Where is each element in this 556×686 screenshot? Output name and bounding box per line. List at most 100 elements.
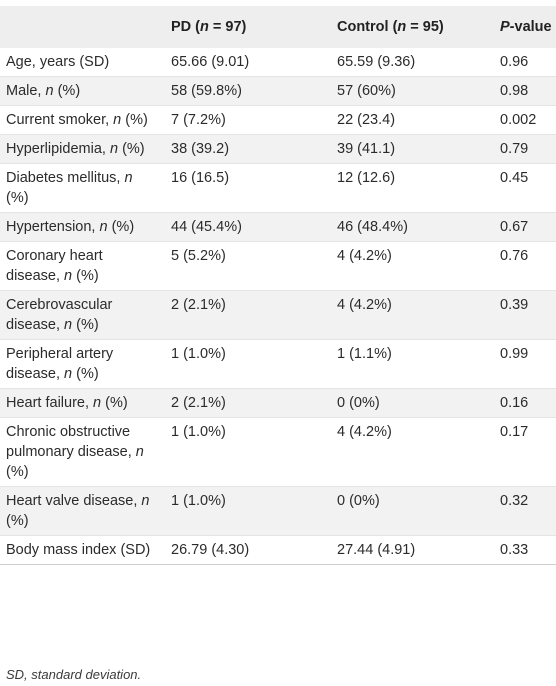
header-n: n — [397, 19, 407, 35]
p-value-cell: 0.16 — [494, 388, 556, 418]
row-label-n: n — [99, 219, 108, 235]
row-label-text: Diabetes mellitus, — [6, 170, 125, 186]
row-label-cell: Peripheral artery disease, n (%) — [0, 339, 165, 389]
row-label-cell: Cerebrovascular disease, n (%) — [0, 290, 165, 340]
pd-value-cell: 2 (2.1%) — [165, 388, 331, 418]
row-label-cell: Hyperlipidemia, n (%) — [0, 134, 165, 164]
header-cell-label — [0, 6, 165, 48]
row-label-suffix: (%) — [53, 83, 81, 99]
row-label-text: Heart failure, — [6, 395, 94, 411]
control-value-cell: 1 (1.1%) — [331, 339, 494, 389]
control-value-cell: 65.59 (9.36) — [337, 54, 416, 70]
header-text: = 95) — [406, 19, 444, 35]
row-label-suffix: (%) — [6, 464, 29, 480]
control-value-cell: 39 (41.1) — [331, 134, 494, 164]
p-value-cell: 0.98 — [494, 76, 556, 106]
control-value-cell: 0 (0%) — [331, 486, 494, 536]
row-label-cell: Age, years (SD) — [0, 48, 165, 77]
row-label-text: Current smoker, — [6, 112, 114, 128]
row-label-cell: Chronic obstructive pulmonary disease, n… — [0, 417, 165, 487]
row-label-text: Hyperlipidemia, — [6, 141, 110, 157]
control-value-cell: 46 (48.4%) — [331, 212, 494, 242]
row-label-text: Coronary heart disease, — [6, 248, 103, 284]
row-label-cell: Diabetes mellitus, n (%) — [0, 163, 165, 213]
p-value-cell: 0.17 — [494, 417, 556, 487]
data-table: PD (n = 97) Control (n = 95) P-value Age… — [0, 6, 556, 565]
control-value-cell: 0 (0%) — [331, 388, 494, 418]
table-header: PD (n = 97) Control (n = 95) P-value — [0, 6, 556, 48]
row-label-text: Body mass index (SD) — [6, 542, 151, 558]
row-label-n: n — [135, 444, 144, 460]
table-row: Heart failure, n (%) 2 (2.1%) 0 (0%) 0.16 — [0, 388, 556, 418]
header-p: P — [500, 19, 510, 35]
pd-value-cell: 1 (1.0%) — [165, 486, 331, 536]
pd-value-cell: 2 (2.1%) — [165, 290, 331, 340]
row-label-cell: Heart failure, n (%) — [0, 388, 165, 418]
p-value-cell: 0.96 — [500, 54, 529, 70]
row-label-suffix: (%) — [101, 395, 128, 411]
row-label-n: n — [93, 395, 102, 411]
pd-value-cell: 7 (7.2%) — [165, 105, 331, 135]
control-value-cell: 12 (12.6) — [331, 163, 494, 213]
row-label-suffix: (%) — [6, 513, 29, 529]
pd-value-cell: 44 (45.4%) — [165, 212, 331, 242]
row-label-cell: Current smoker, n (%) — [0, 105, 165, 135]
table-row: Diabetes mellitus, n (%) 16 (16.5) 12 (12.… — [0, 163, 556, 213]
row-label-text: Peripheral artery disease, — [6, 346, 114, 382]
header-text: PD ( — [171, 19, 200, 35]
header-text: = 97) — [208, 19, 247, 35]
row-label-n: n — [124, 170, 133, 186]
row-label-cell: Heart valve disease, n (%) — [0, 486, 165, 536]
table-row: Chronic obstructive pulmonary disease, n… — [0, 417, 556, 487]
table-body: Age, years (SD) 65.66 (9.01) 65.59 (9.36) 0… — [0, 48, 556, 565]
row-label-cell: Hypertension, n (%) — [0, 212, 165, 242]
table-row: Hyperlipidemia, n (%) 38 (39.2) 39 (41.1) 0… — [0, 134, 556, 164]
row-label-suffix: (%) — [6, 190, 29, 206]
p-value-cell: 0.67 — [494, 212, 556, 242]
table-row: Heart valve disease, n (%) 1 (1.0%) 0 (0%)… — [0, 486, 556, 536]
control-value-cell: 27.44 (4.91) — [331, 535, 494, 565]
p-value-cell: 0.76 — [494, 241, 556, 291]
p-value-cell: 0.33 — [494, 535, 556, 565]
row-label-cell: Body mass index (SD) — [0, 535, 165, 565]
table-row: Cerebrovascular disease, n (%) 2 (2.1%) 4 … — [0, 290, 556, 340]
pd-value-cell: 65.66 (9.01) — [171, 54, 250, 70]
header-cell-control: Control (n = 95) — [331, 6, 494, 48]
p-value-cell: 0.79 — [494, 134, 556, 164]
header-n: n — [200, 19, 209, 35]
row-label-suffix: (%) — [72, 317, 99, 333]
table-row: Age, years (SD) 65.66 (9.01) 65.59 (9.36) 0… — [0, 48, 556, 77]
table-row: Peripheral artery disease, n (%) 1 (1.0%)… — [0, 339, 556, 389]
row-label-text: Male, — [6, 83, 46, 99]
p-value-cell: 0.39 — [494, 290, 556, 340]
row-label-cell: Male, n (%) — [0, 76, 165, 106]
pd-value-cell: 38 (39.2) — [165, 134, 331, 164]
p-value-cell: 0.32 — [494, 486, 556, 536]
header-text: Control ( — [337, 19, 398, 35]
row-label-n: n — [64, 268, 73, 284]
p-value-cell: 0.45 — [494, 163, 556, 213]
table-row: Male, n (%) 58 (59.8%) 57 (60%) 0.98 — [0, 76, 556, 106]
row-label-n: n — [141, 493, 150, 509]
control-value-cell: 4 (4.2%) — [331, 241, 494, 291]
header-text: -value — [509, 19, 552, 35]
header-row: PD (n = 97) Control (n = 95) P-value — [0, 6, 556, 48]
pd-value-cell: 1 (1.0%) — [165, 339, 331, 389]
table-row: Hypertension, n (%) 44 (45.4%) 46 (48.4%) 0… — [0, 212, 556, 242]
row-label-suffix: (%) — [107, 219, 135, 235]
pd-value-cell: 16 (16.5) — [165, 163, 331, 213]
row-label-n: n — [113, 112, 122, 128]
row-label-n: n — [109, 141, 119, 157]
row-label-n: n — [64, 366, 73, 382]
header-cell-p: P-value — [494, 6, 556, 48]
control-value-cell: 22 (23.4) — [331, 105, 494, 135]
header-cell-pd: PD (n = 97) — [165, 6, 331, 48]
pd-value-cell: 1 (1.0%) — [165, 417, 331, 487]
control-value-cell: 4 (4.2%) — [331, 417, 494, 487]
control-value-cell: 4 (4.2%) — [331, 290, 494, 340]
table-row: Body mass index (SD) 26.79 (4.30) 27.44 (4… — [0, 535, 556, 565]
table-row: Current smoker, n (%) 7 (7.2%) 22 (23.4) 0.… — [0, 105, 556, 135]
pd-value-cell: 5 (5.2%) — [165, 241, 331, 291]
row-label-n: n — [45, 83, 54, 99]
